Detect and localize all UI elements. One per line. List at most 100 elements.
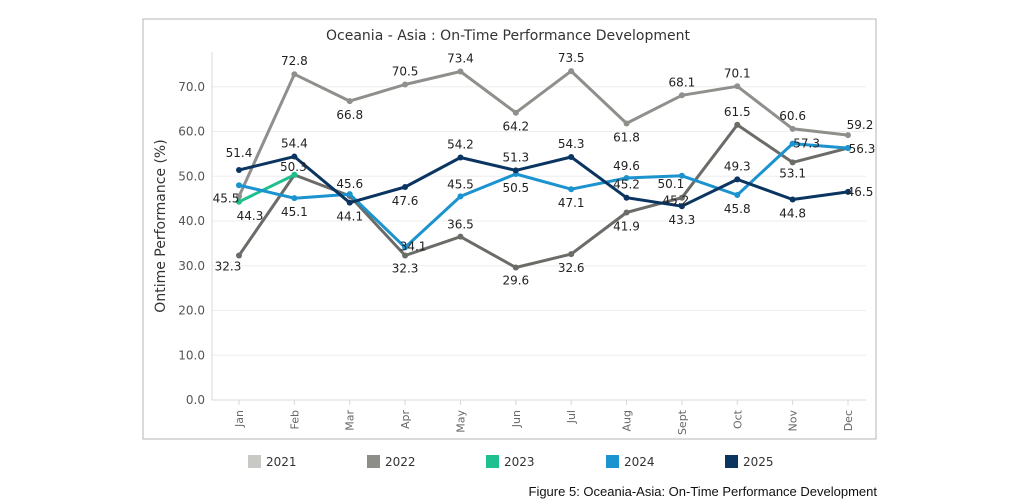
- data-labels: 45.5 72.8 66.8 70.5 73.4 64.2 73.5 61.8 68.1 70.1…: [213, 51, 876, 287]
- data-label-2025-feb: 54.4: [281, 137, 308, 151]
- point-2021-jan: [236, 193, 242, 200]
- legend: 2021 2022 2023 2024 2025: [248, 455, 774, 469]
- data-labels-2025: 51.4 54.4 44.1 47.6 54.2 51.3 54.3 45.2 43.3 49.3…: [226, 137, 874, 228]
- point-2021-dec: [845, 132, 851, 139]
- legend-item-2025[interactable]: 2025: [725, 455, 774, 469]
- legend-item-2023[interactable]: 2023: [486, 455, 535, 469]
- x-tick-label-nov: Nov: [787, 410, 800, 432]
- x-tick-label-jan: Jan: [233, 410, 246, 428]
- point-2022-jun: [512, 264, 519, 271]
- data-label-2025-may: 54.2: [447, 137, 474, 151]
- data-label-2024-nov: 57.3: [793, 137, 820, 151]
- data-label-2023-jan: 44.3: [237, 209, 264, 223]
- point-2022-jul: [568, 251, 575, 258]
- data-label-2021-aug: 61.8: [613, 130, 640, 144]
- data-label-2022-apr: 32.3: [392, 261, 419, 275]
- y-tick-label-7: 70.0: [178, 80, 205, 94]
- chart-title: Oceania - Asia : On-Time Performance Dev…: [326, 28, 690, 44]
- legend-label-2024: 2024: [624, 455, 655, 469]
- x-tick-label-aug: Aug: [621, 410, 634, 431]
- point-2025-dec: [845, 188, 851, 195]
- point-2022-apr: [402, 252, 409, 259]
- point-2024-aug: [623, 175, 630, 182]
- series-line-2021: [237, 69, 850, 198]
- legend-label-2022: 2022: [385, 455, 416, 469]
- point-2024-mar: [346, 191, 353, 198]
- data-label-2025-jan: 51.4: [226, 146, 253, 160]
- data-label-2022-oct: 61.5: [724, 105, 751, 119]
- point-2021-oct: [734, 83, 741, 90]
- data-label-2021-may: 73.4: [447, 52, 474, 66]
- series-line-2024: [237, 142, 850, 249]
- point-2024-jul: [568, 186, 575, 193]
- axes: 0.0 10.0 20.0 30.0 40.0 50.0 60.0 70.0 Jan Feb Mar…: [178, 52, 866, 435]
- legend-item-2024[interactable]: 2024: [606, 455, 655, 469]
- data-label-2024-jul: 47.1: [558, 196, 585, 210]
- data-label-2021-jul: 73.5: [558, 51, 585, 65]
- legend-label-2025: 2025: [743, 455, 774, 469]
- data-label-2021-sept: 68.1: [669, 75, 696, 89]
- x-tick-label-jun: Jun: [510, 410, 523, 428]
- data-label-2021-feb: 72.8: [281, 54, 308, 68]
- point-2025-jun: [512, 167, 519, 174]
- data-label-2021-jan: 45.5: [213, 191, 240, 205]
- data-labels-2021: 45.5 72.8 66.8 70.5 73.4 64.2 73.5 61.8 68.1 70.1…: [213, 51, 874, 205]
- data-label-2025-oct: 49.3: [724, 159, 751, 173]
- data-label-2024-may: 45.5: [447, 177, 474, 191]
- point-2025-oct: [734, 176, 741, 183]
- point-2025-nov: [789, 196, 796, 203]
- data-label-2025-sept: 43.3: [669, 213, 696, 227]
- data-labels-2024: 45.1 34.1 45.5 50.5 47.1 49.6 50.1 45.8 57.3: [281, 137, 820, 254]
- point-2021-nov: [789, 125, 796, 132]
- series-2024: [236, 140, 851, 251]
- point-2025-mar: [346, 199, 353, 206]
- chart-frame: [142, 18, 877, 440]
- data-label-2025-jul: 54.3: [558, 137, 585, 151]
- series-2021: [236, 68, 851, 200]
- point-2025-apr: [402, 183, 409, 190]
- x-tick-label-oct: Oct: [731, 409, 744, 429]
- point-2024-dec: [845, 145, 851, 152]
- data-label-2022-feb: 50.3: [280, 160, 307, 174]
- legend-swatch-2025: [725, 455, 738, 468]
- legend-label-2023: 2023: [504, 455, 535, 469]
- data-label-2024-sept: 50.1: [658, 177, 685, 191]
- data-label-2021-nov: 60.6: [779, 109, 806, 123]
- point-2022-aug: [623, 209, 630, 216]
- y-axis-label: Ontime Performance (%): [153, 139, 169, 312]
- data-label-2025-mar: 44.1: [336, 210, 363, 224]
- data-label-2021-apr: 70.5: [392, 65, 419, 79]
- y-tick-label-3: 30.0: [178, 259, 205, 273]
- point-2022-may: [457, 233, 464, 240]
- legend-item-2022[interactable]: 2022: [367, 455, 416, 469]
- series-line-2022: [237, 123, 850, 269]
- data-label-2024-apr: 34.1: [400, 239, 427, 253]
- point-2022-jan: [236, 252, 242, 259]
- x-tick-label-sept: Sept: [676, 409, 689, 435]
- series-line-2025: [237, 155, 850, 208]
- point-2024-oct: [734, 192, 741, 199]
- legend-item-2021[interactable]: 2021: [248, 455, 297, 469]
- gridlines: [212, 86, 866, 356]
- x-tick-label-apr: Apr: [399, 410, 412, 430]
- legend-swatch-2022: [367, 455, 380, 468]
- y-tick-label-2: 20.0: [178, 304, 205, 318]
- legend-swatch-2024: [606, 455, 619, 468]
- point-2021-apr: [402, 81, 409, 88]
- legend-label-2021: 2021: [266, 455, 297, 469]
- data-label-2022-jan: 32.3: [215, 259, 242, 273]
- x-tick-label-dec: Dec: [842, 410, 855, 431]
- point-2025-jul: [568, 154, 575, 161]
- y-tick-label-5: 50.0: [178, 169, 205, 183]
- point-2024-nov: [789, 140, 796, 147]
- data-label-2021-oct: 70.1: [724, 66, 751, 80]
- point-2025-may: [457, 154, 464, 161]
- data-label-2025-aug: 45.2: [613, 178, 640, 192]
- data-label-2022-nov: 53.1: [779, 166, 806, 180]
- data-label-2024-aug: 49.6: [613, 159, 640, 173]
- series-layer: [236, 68, 851, 271]
- point-2025-sept: [678, 203, 685, 210]
- series-2025: [236, 153, 851, 210]
- point-2021-sept: [678, 92, 685, 99]
